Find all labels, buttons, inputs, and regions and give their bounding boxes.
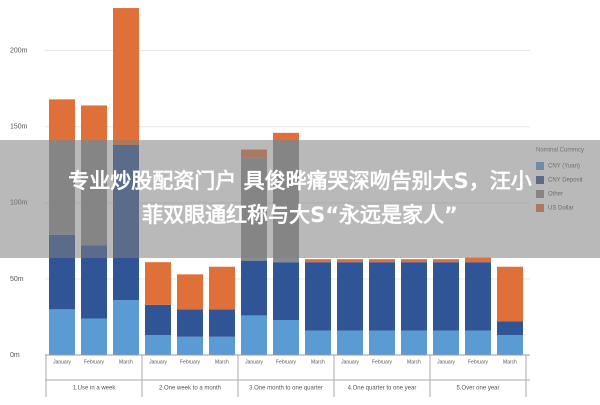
bar-segment — [209, 266, 235, 310]
bar-segment — [497, 266, 523, 322]
bar-segment — [273, 132, 299, 141]
bar-segment — [369, 262, 395, 331]
group-label: 2.One week to a month — [159, 386, 221, 392]
bar-segment — [337, 330, 363, 355]
x-tick-label: March — [503, 359, 517, 365]
bar-segment — [305, 330, 331, 355]
bar-segment — [145, 335, 171, 355]
x-tick-label: January — [53, 359, 71, 365]
bar-segment — [465, 330, 491, 355]
bar-segment — [401, 259, 427, 263]
bar-segment — [433, 259, 459, 263]
group-label: 3.One month to one quarter — [249, 386, 323, 392]
x-tick-label: February — [84, 359, 105, 365]
x-tick-label: March — [407, 359, 421, 365]
bar-segment — [465, 262, 491, 331]
bar-segment — [337, 262, 363, 331]
bar-segment — [113, 300, 139, 355]
bar-segment — [49, 309, 75, 355]
bar-segment — [401, 330, 427, 355]
bar-segment — [305, 262, 331, 331]
caption-line: 专业炒股配资门户 具俊晔痛哭深吻告别大S，汪小 — [68, 169, 531, 193]
x-tick-label: March — [311, 359, 325, 365]
group-label: 1.Use in a week — [73, 386, 117, 392]
bar-segment — [49, 99, 75, 141]
bar-segment — [81, 318, 107, 355]
y-tick-label: 200m — [10, 47, 28, 54]
y-tick-label: 50m — [10, 276, 24, 283]
x-tick-label: January — [341, 359, 359, 365]
x-tick-label: March — [215, 359, 229, 365]
x-tick-label: February — [372, 359, 393, 365]
bar-segment — [305, 259, 331, 263]
x-tick-label: February — [276, 359, 297, 365]
bar-segment — [177, 336, 203, 355]
bar-segment — [209, 309, 235, 337]
bar-segment — [145, 304, 171, 336]
x-tick-label: January — [245, 359, 263, 365]
bar-segment — [401, 262, 427, 331]
bar-segment — [209, 336, 235, 355]
caption-line: 菲双眼通红称与大S“永远是家人” — [142, 203, 458, 227]
bar-segment — [113, 8, 139, 146]
y-tick-label: 150m — [10, 124, 28, 131]
bar-segment — [241, 315, 267, 355]
caption-band — [0, 140, 600, 258]
bar-segment — [497, 321, 523, 336]
bar-segment — [465, 257, 491, 263]
group-label: 4.One quarter to one year — [348, 386, 417, 392]
bar-segment — [433, 262, 459, 331]
x-tick-label: February — [468, 359, 489, 365]
bar-segment — [337, 259, 363, 263]
x-tick-label: January — [437, 359, 455, 365]
bar-segment — [433, 330, 459, 355]
bar-segment — [177, 309, 203, 337]
x-tick-label: March — [119, 359, 133, 365]
bar-segment — [81, 105, 107, 141]
bar-segment — [369, 259, 395, 263]
bar-segment — [177, 274, 203, 310]
bar-segment — [241, 260, 267, 316]
bar-segment — [273, 320, 299, 355]
bar-segment — [369, 330, 395, 355]
bar-segment — [273, 262, 299, 320]
x-tick-label: February — [180, 359, 201, 365]
bar-segment — [497, 335, 523, 355]
x-tick-label: January — [149, 359, 167, 365]
y-tick-label: 0m — [10, 352, 20, 359]
group-label: 5.Over one year — [456, 386, 499, 392]
bar-segment — [145, 262, 171, 305]
